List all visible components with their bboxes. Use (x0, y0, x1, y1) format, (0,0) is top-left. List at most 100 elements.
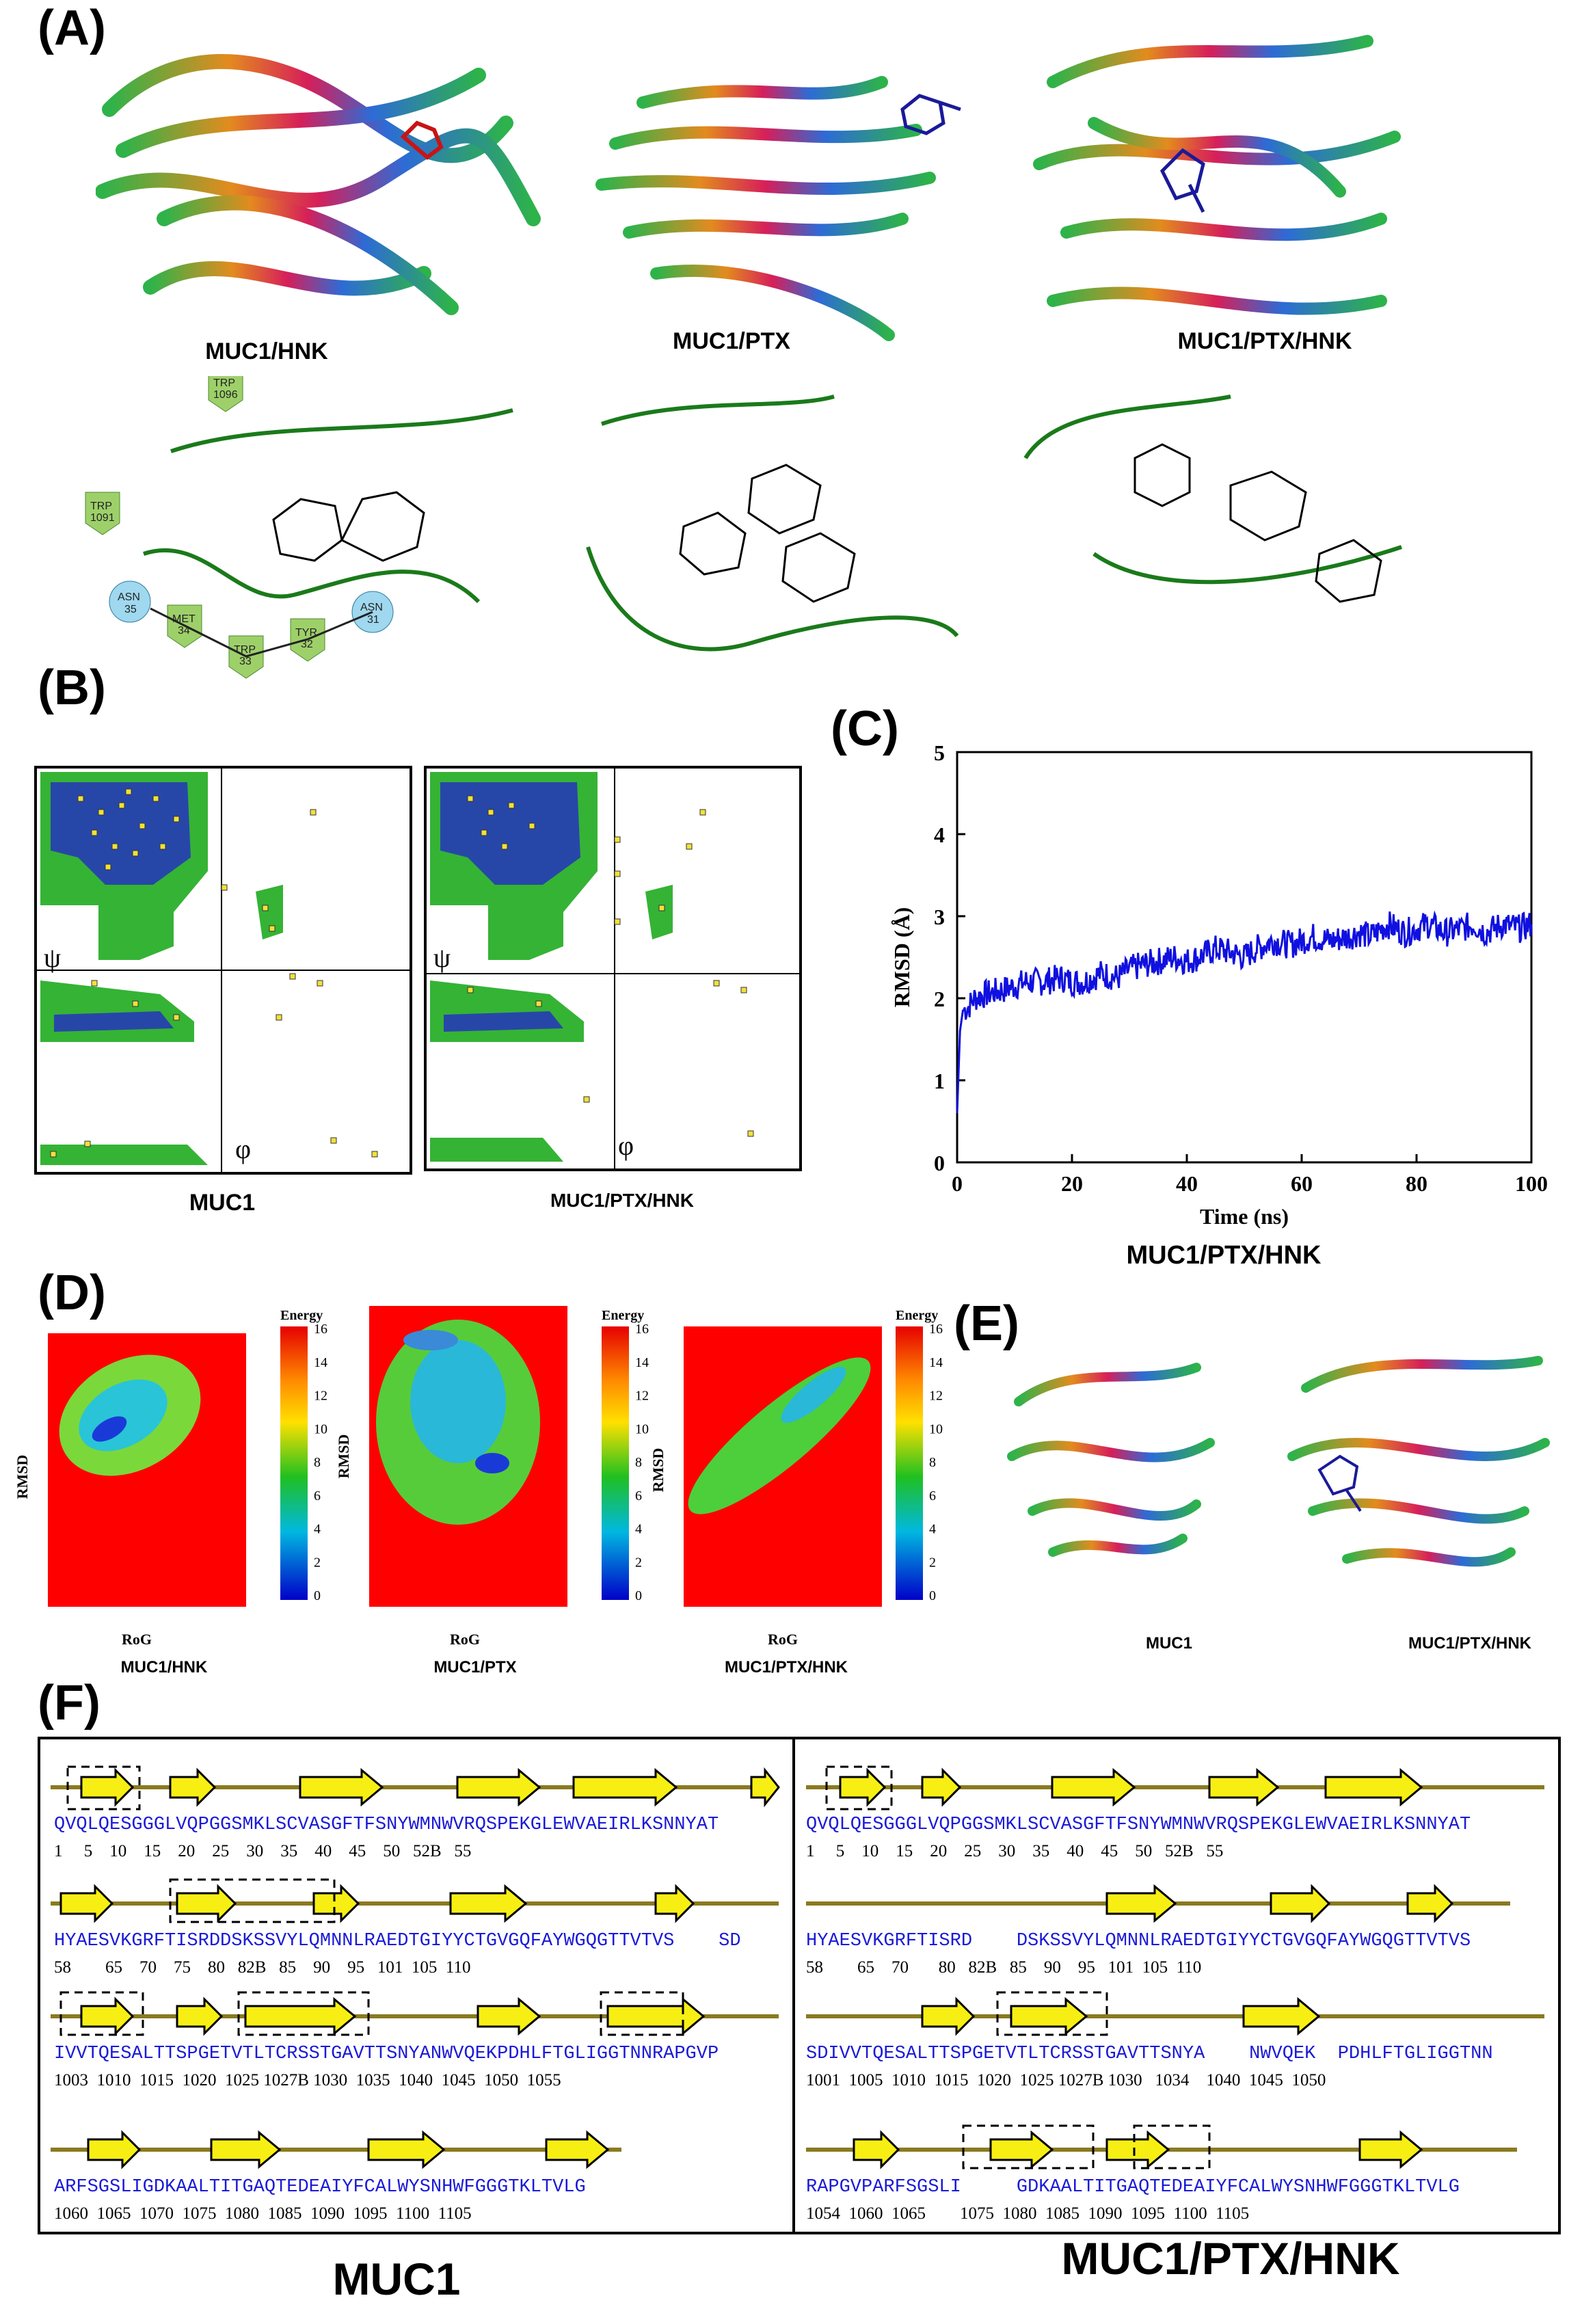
nums-right-1: 1 5 10 15 20 25 30 35 40 45 50 52B 55 (806, 1842, 1224, 1860)
caption-b-muc1: MUC1 (189, 1190, 256, 1216)
panel-d-label: (D) (38, 1266, 106, 1320)
psi-label-2: ψ (433, 942, 451, 973)
panel-a-label: (A) (38, 1, 106, 55)
rmsd-y-tick-label: 3 (934, 905, 945, 929)
svg-text:1091: 1091 (90, 512, 115, 524)
colorbar-tick-label: 6 (314, 1488, 321, 1504)
seq-right-4: RAPGVPARFSGSLI GDKAALTITGAQTEDEAIYFCALWY… (806, 2177, 1460, 2198)
free-energy-landscapes: Energy Energy Energy 16 14 12 10 8 6 4 2 0 16 14 12… (14, 1306, 943, 1648)
colorbar-tick-label: 4 (635, 1522, 642, 1537)
svg-text:ASN: ASN (118, 591, 140, 603)
caption-d-2: MUC1/PTX (433, 1658, 517, 1677)
secondary-structure-diagram (51, 1765, 1544, 2169)
colorbar-tick-label: 2 (635, 1555, 642, 1570)
colorbar-tick-label: 16 (314, 1322, 327, 1337)
colorbar-tick-label: 0 (929, 1588, 936, 1603)
rog-label-1: RoG (122, 1631, 152, 1648)
ramachandran-plot-muc1: ψ φ (34, 766, 412, 1175)
phi-label-1: φ (235, 1134, 251, 1164)
colorbar-tick-label: 16 (635, 1322, 649, 1337)
panel-e-label: (E) (954, 1296, 1019, 1351)
rmsd-x-tick-label: 40 (1176, 1171, 1198, 1196)
colorbar-tick-label: 14 (314, 1355, 327, 1370)
colorbar-tick-label: 12 (635, 1389, 649, 1404)
seq-left-2: HYAESVKGRFTISRDDSKSSVYLQMNNLRAEDTGIYYCTG… (54, 1931, 741, 1951)
rmsd-y-tick-label: 4 (934, 823, 945, 847)
caption-a-muc1-ptx: MUC1/PTX (673, 328, 790, 354)
rog-label-2: RoG (450, 1631, 480, 1648)
caption-b-muc1-ptx-hnk: MUC1/PTX/HNK (550, 1190, 694, 1211)
ramachandran-plot-muc1-ptx-hnk: ψ φ (424, 766, 802, 1171)
nums-left-2: 58 65 70 75 80 82B 85 90 95 101 105 110 (54, 1958, 471, 1977)
colorbar-tick-label: 4 (314, 1522, 321, 1537)
rmsd-y-tick-label: 5 (934, 740, 945, 765)
phi-label-2: φ (618, 1130, 634, 1161)
rog-label-3: RoG (768, 1631, 798, 1648)
svg-text:ASN: ASN (360, 602, 383, 613)
nums-left-1: 1 5 10 15 20 25 30 35 40 45 50 52B 55 (54, 1842, 472, 1860)
rmsd-series-line (956, 910, 1533, 1114)
colorbar-tick-label: 14 (635, 1355, 649, 1370)
colorbar-tick-label: 12 (314, 1389, 327, 1404)
colorbar-tick-label: 6 (929, 1488, 936, 1504)
colorbar-tick-label: 2 (314, 1555, 321, 1570)
svg-text:TRP: TRP (213, 377, 235, 389)
nums-left-4: 1060 1065 1070 1075 1080 1085 1090 1095 … (54, 2204, 472, 2223)
colorbar-tick-label: 0 (314, 1588, 321, 1603)
seq-right-1: QVQLQESGGGLVQPGGSMKLSCVASGFTFSNYWMNWVRQS… (806, 1815, 1471, 1835)
colorbar-tick-label: 10 (929, 1421, 943, 1437)
seq-left-3: IVVTQESALTTSPGETVTLTCRSSTGAVTTSNYANWVQEK… (54, 2044, 719, 2064)
svg-text:35: 35 (124, 604, 137, 615)
rmsd-x-tick-label: 20 (1061, 1171, 1083, 1196)
rmsd-y-tick-label: 1 (934, 1069, 945, 1093)
caption-f-muc1-ptx-hnk: MUC1/PTX/HNK (1061, 2233, 1400, 2284)
psi-label-1: ψ (44, 942, 61, 973)
rmsd-x-tick-label: 0 (952, 1171, 963, 1196)
rmsd-d-label-2: RMSD (335, 1434, 352, 1479)
rmsd-x-tick-label: 100 (1515, 1171, 1548, 1196)
seq-left-4: ARFSGSLIGDKAALTITGAQTEDEAIYFCALWYSNHWFGG… (54, 2177, 586, 2198)
colorbar-tick-label: 6 (635, 1488, 642, 1504)
svg-text:1096: 1096 (213, 389, 238, 401)
md-structures (1007, 1356, 1550, 1567)
colorbar-tick-label: 14 (929, 1355, 943, 1370)
caption-a-muc1-hnk: MUC1/HNK (205, 338, 328, 364)
rmsd-y-tick-label: 0 (934, 1151, 945, 1175)
caption-e-2: MUC1/PTX/HNK (1408, 1634, 1531, 1653)
caption-a-muc1-ptx-hnk: MUC1/PTX/HNK (1177, 328, 1352, 354)
svg-text:TYR: TYR (295, 627, 317, 639)
colorbar-tick-label: 12 (929, 1389, 943, 1404)
colorbar-tick-label: 16 (929, 1322, 943, 1337)
colorbar-tick-label: 0 (635, 1588, 642, 1603)
nums-right-4: 1054 1060 1065 1075 1080 1085 1090 1095 … (806, 2204, 1250, 2223)
rmsd-d-label-1: RMSD (14, 1455, 31, 1499)
rmsd-chart: 0 1 2 3 4 5 0 20 40 60 80 100 Time (ns) RMSD (Å) (889, 740, 1548, 1229)
colorbar-tick-label: 10 (635, 1421, 649, 1437)
seq-right-2: HYAESVKGRFTISRD DSKSSVYLQMNNLRAEDTGIYYCT… (806, 1931, 1471, 1951)
rmsd-plot-frame (956, 751, 1533, 1164)
caption-d-1: MUC1/HNK (120, 1658, 208, 1677)
colorbar-tick-label: 8 (314, 1455, 321, 1470)
energy-label-3: Energy (896, 1308, 938, 1323)
svg-text:TRP: TRP (90, 500, 112, 512)
svg-text:MET: MET (172, 613, 196, 625)
rmsd-x-tick-label: 60 (1291, 1171, 1313, 1196)
seq-right-3: SDIVVTQESALTTSPGETVTLTCRSSTGAVTTSNYA NWV… (806, 2044, 1493, 2064)
energy-label-1: Energy (280, 1308, 323, 1323)
rmsd-y-axis-label: RMSD (Å) (889, 907, 914, 1008)
protein-ribbon-structures (96, 35, 1401, 341)
rmsd-y-tick-label: 2 (934, 987, 945, 1011)
panel-c-label: (C) (831, 702, 899, 756)
svg-text:32: 32 (301, 639, 313, 650)
caption-f-muc1: MUC1 (332, 2254, 461, 2304)
panel-b-label: (B) (38, 660, 106, 715)
nums-right-3: 1001 1005 1010 1015 1020 1025 1027B 1030… (806, 2071, 1326, 2089)
colorbar-tick-label: 8 (635, 1455, 642, 1470)
panel-f-label: (F) (38, 1676, 100, 1731)
colorbar-tick-label: 2 (929, 1555, 936, 1570)
rmsd-x-axis-label: Time (ns) (1200, 1204, 1289, 1229)
colorbar-tick-label: 10 (314, 1421, 327, 1437)
colorbar-tick-label: 8 (929, 1455, 936, 1470)
nums-left-3: 1003 1010 1015 1020 1025 1027B 1030 1035… (54, 2071, 561, 2089)
